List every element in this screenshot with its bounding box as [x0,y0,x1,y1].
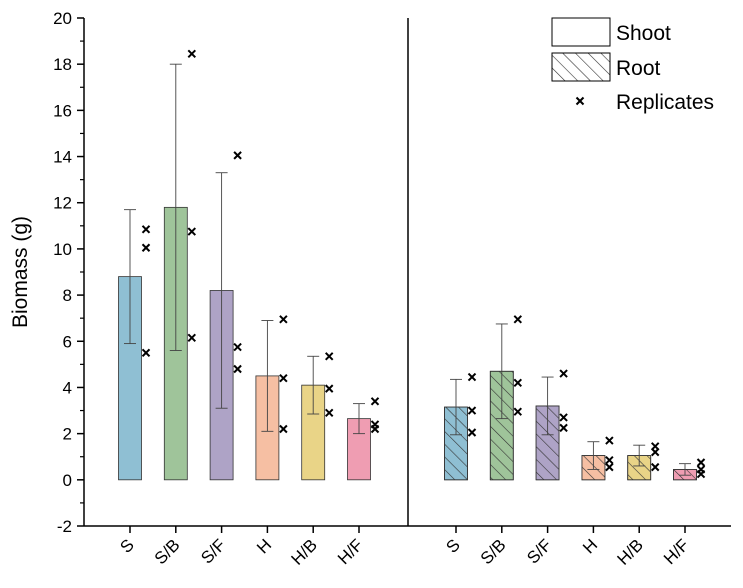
replicate-point [650,447,660,457]
replicate-point [467,406,477,415]
replicate-point [279,424,288,434]
x-tick-label: H/F [334,535,367,568]
x-tick-label: S/F [197,535,229,567]
legend-replicates-marker [575,96,585,106]
y-tick-label: 12 [53,194,72,213]
error-bar [450,378,462,436]
x-tick-label: H/B [288,535,321,568]
error-bars-layer [124,63,691,476]
replicate-point [650,462,660,472]
error-bar [541,376,554,436]
error-bar [261,320,274,432]
replicate-point [696,458,706,467]
replicate-point [370,424,380,434]
replicate-point [559,413,568,422]
y-ticks: -2 0 2 4 6 8 10 12 14 16 18 20 [53,9,84,536]
y-tick-label: 10 [53,240,72,259]
error-bar [679,463,691,476]
x-tick-label: S [442,535,463,556]
error-bar [124,209,136,345]
x-tick-label: S/B [477,535,510,568]
y-tick-label: 6 [63,332,72,351]
replicate-point [513,407,523,416]
replicate-point [279,315,288,324]
error-bar [169,63,182,351]
y-tick-label: 18 [53,55,72,74]
error-bar [495,323,508,420]
y-tick-label: 4 [63,378,72,397]
replicate-point [324,408,334,418]
replicate-point [605,462,614,472]
x-tick-label: H/F [660,535,693,568]
replicate-point [467,372,477,382]
legend: Shoot Root Replicates [551,17,714,114]
replicate-point [696,469,706,479]
x-tick-label: H [253,535,275,557]
replicate-point [279,374,288,383]
replicate-point [233,151,242,160]
y-tick-label: 20 [53,9,72,28]
replicate-point [324,384,334,393]
replicate-point [513,378,523,388]
y-tick-label: 16 [53,101,72,120]
replicate-point [605,436,614,445]
x-tick-label: H [579,535,601,557]
error-bar [215,172,228,409]
error-bar [633,444,646,467]
replicate-point [605,455,614,465]
replicate-point [141,348,151,358]
replicate-point [187,227,197,236]
legend-root-swatch [551,52,611,82]
replicate-points-layer [141,49,706,479]
replicate-point [187,333,197,343]
legend-shoot-swatch [551,17,611,47]
replicate-point [559,423,568,433]
replicate-point [467,428,477,437]
plot-area [118,49,706,481]
x-tick-label: S/B [151,535,184,568]
y-tick-label: -2 [57,517,72,536]
legend-root-label: Root [616,57,661,80]
replicate-point [187,49,197,58]
replicate-point [141,225,151,234]
x-ticks: S S/B S/F H H/B H/F S S/B S/F H H/B H/F [116,526,693,569]
y-tick-label: 14 [53,148,72,167]
error-bar [587,441,600,470]
error-bar [307,355,320,415]
replicate-point [559,369,568,378]
replicate-point [513,315,523,324]
legend-shoot-label: Shoot [616,22,671,45]
y-axis-title: Biomass (g) [9,216,32,328]
y-tick-label: 0 [63,471,72,490]
replicate-point [141,243,151,252]
x-tick-label: S/F [523,535,555,567]
x-tick-label: S [116,535,137,556]
replicate-point [324,352,334,361]
legend-replicates-label: Replicates [616,91,714,114]
bars-layer [118,206,697,481]
error-bar [353,403,365,435]
replicate-point [370,397,380,406]
replicate-point [233,364,242,374]
x-tick-label: H/B [614,535,647,568]
y-tick-label: 8 [63,286,72,305]
y-tick-label: 2 [63,425,72,444]
replicate-point [233,342,242,352]
